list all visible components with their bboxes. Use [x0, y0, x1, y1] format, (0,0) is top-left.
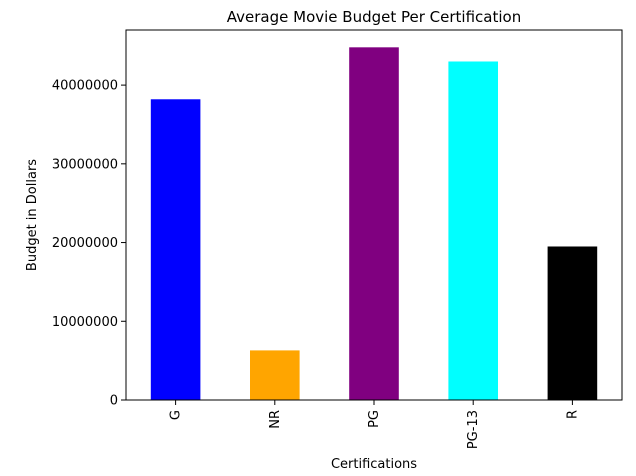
x-tick-label: NR — [268, 410, 283, 429]
x-tick-label: PG-13 — [466, 410, 481, 449]
bar-r — [547, 246, 598, 400]
y-axis-label: Budget in Dollars — [25, 159, 40, 271]
x-axis: G NR PG PG-13 R — [169, 400, 580, 449]
y-tick-label: 30000000 — [52, 157, 118, 172]
bar-nr — [250, 350, 300, 400]
y-tick-label: 40000000 — [52, 79, 118, 94]
x-axis-label: Certifications — [331, 457, 417, 472]
y-axis: 0 10000000 20000000 30000000 40000000 — [52, 79, 126, 409]
bars-layer — [150, 47, 598, 401]
y-tick-label: 0 — [110, 394, 118, 409]
x-tick-label: R — [565, 410, 580, 419]
chart-title: Average Movie Budget Per Certification — [227, 8, 521, 26]
y-tick-label: 10000000 — [52, 315, 118, 330]
x-tick-label: PG — [367, 410, 382, 428]
bar-pg — [349, 47, 399, 400]
bar-pg-13 — [448, 61, 498, 401]
plot-frame — [125, 29, 623, 401]
y-tick-label: 20000000 — [52, 236, 118, 251]
bar-g — [150, 99, 201, 400]
x-tick-label: G — [169, 410, 184, 420]
